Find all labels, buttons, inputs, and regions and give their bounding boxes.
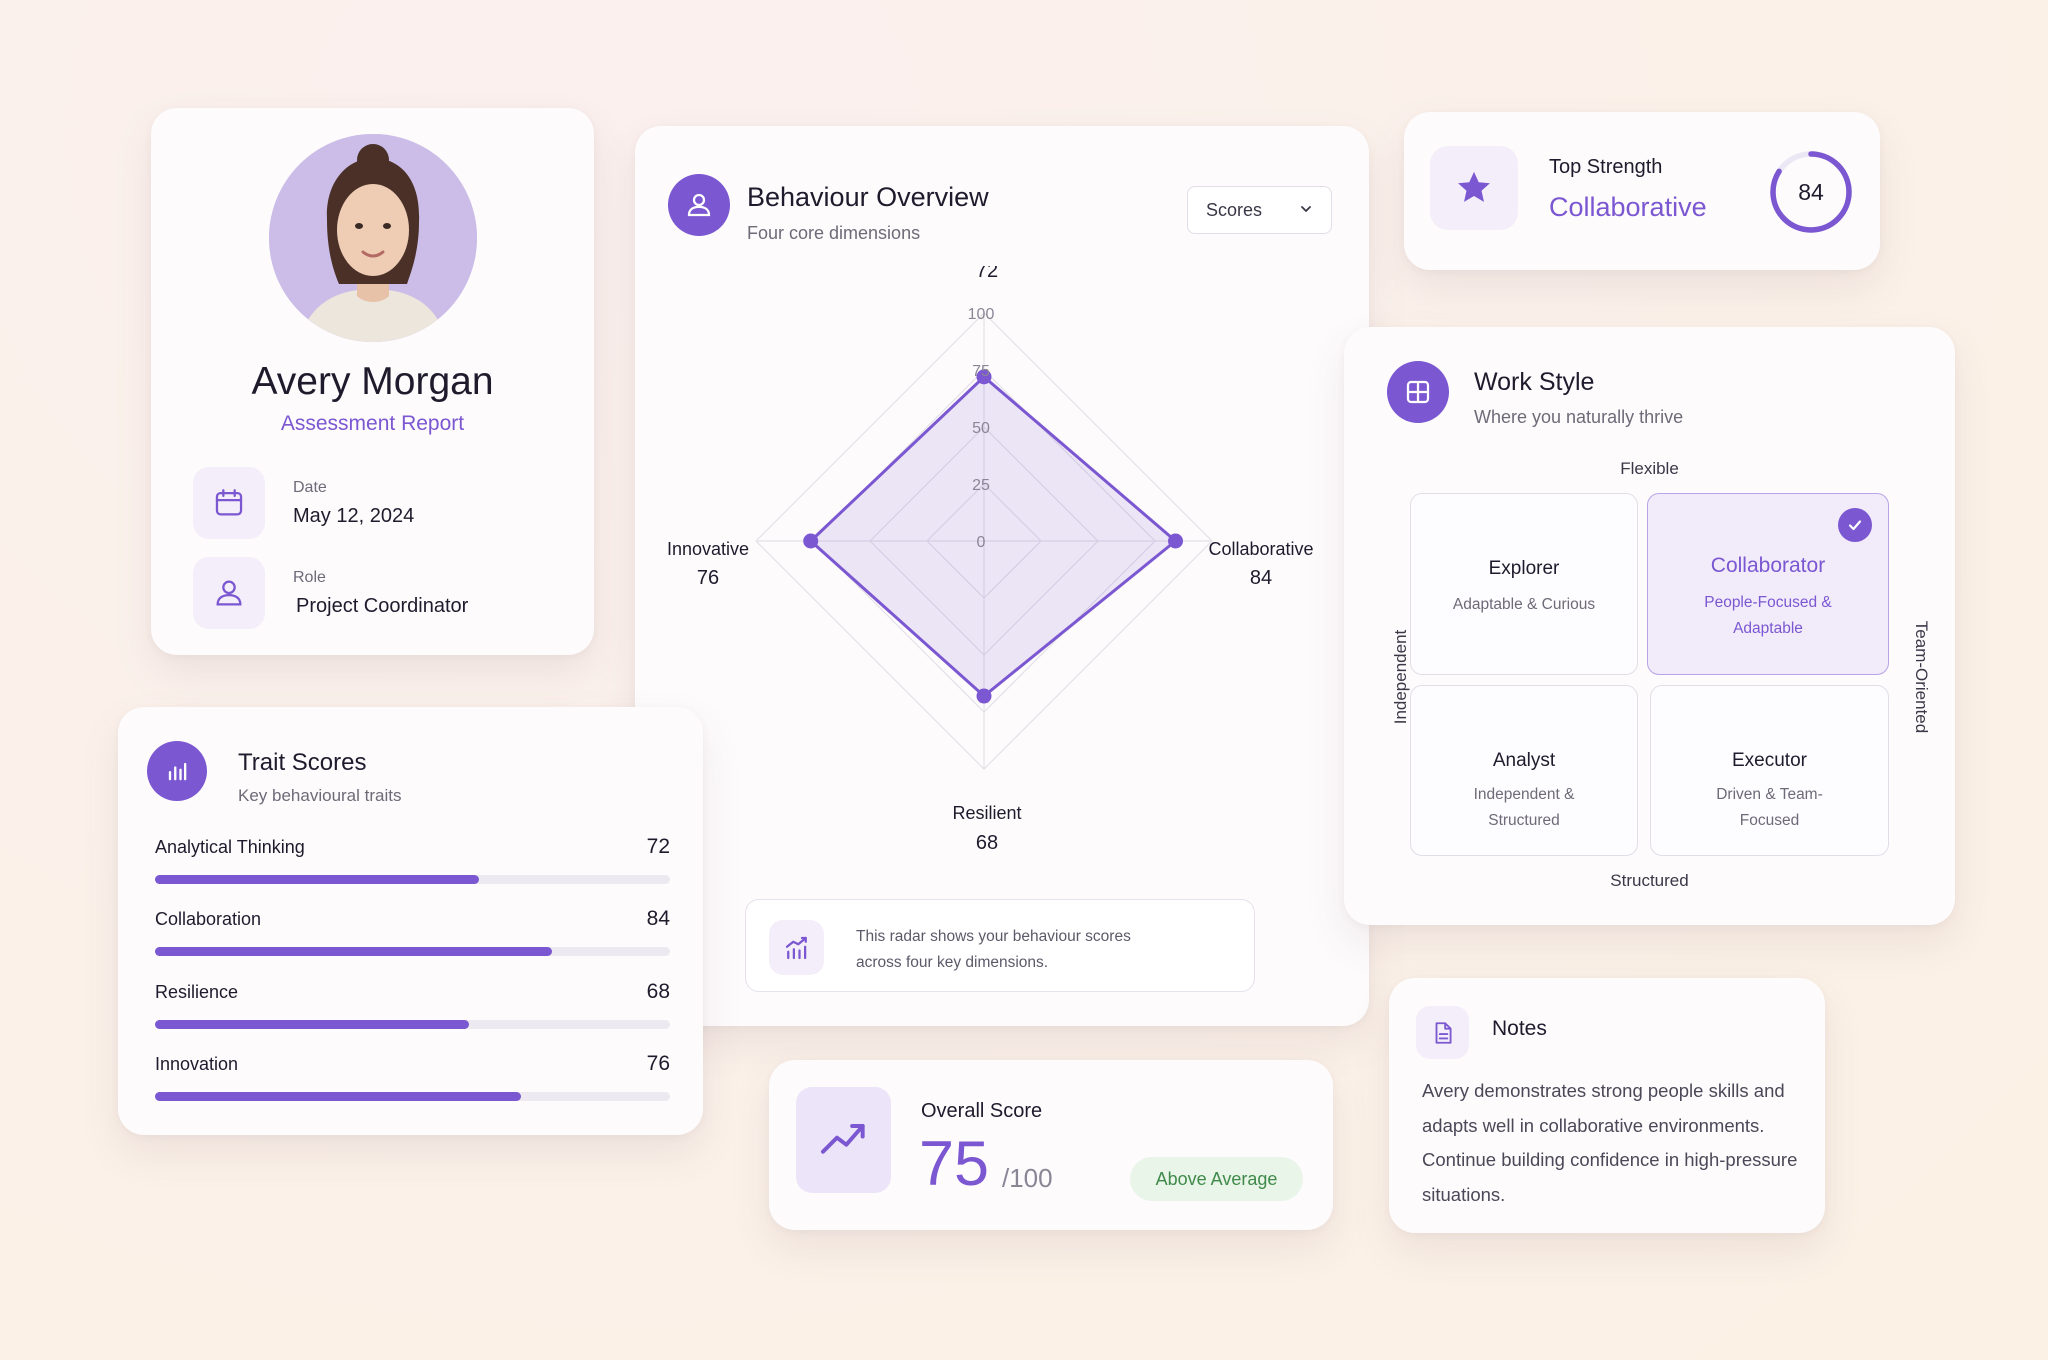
- trait-scores-card: Trait Scores Key behavioural traits Anal…: [118, 707, 703, 1135]
- work-style-title: Work Style: [1474, 368, 1595, 396]
- notes-card: Notes Avery demonstrates strong people s…: [1389, 978, 1825, 1233]
- bar-chart-icon: [147, 741, 207, 801]
- radar-series-area: [809, 375, 1178, 698]
- role-row: Role Project Coordinator: [193, 557, 573, 629]
- trait-track: [155, 875, 670, 884]
- quadrant-desc: Independent & Structured: [1473, 786, 1575, 829]
- axis-independent: Independent: [1391, 629, 1410, 725]
- trait-value: 68: [646, 980, 670, 1003]
- strength-score-arc: [1770, 151, 1852, 233]
- scores-select[interactable]: Scores: [1187, 186, 1332, 234]
- behaviour-subtitle: Four core dimensions: [747, 223, 921, 243]
- date-value: May 12, 2024: [293, 505, 415, 527]
- trait-label: Analytical Thinking: [155, 837, 305, 857]
- date-label: Date: [293, 479, 327, 496]
- behaviour-overview-card: Behaviour Overview Four core dimensions …: [635, 126, 1369, 1026]
- axis-structured: Structured: [1610, 871, 1689, 890]
- profile-card: Avery Morgan Assessment Report Date May …: [151, 108, 594, 655]
- radar-tick-label: 25: [972, 477, 990, 494]
- trait-fill: [155, 947, 552, 956]
- quadrant-analyst[interactable]: Analyst Independent & Structured: [1410, 685, 1638, 856]
- overall-score-value: 75: [919, 1129, 990, 1199]
- strength-score-ring: 84: [1770, 151, 1852, 233]
- chevron-down-icon: [1299, 200, 1313, 221]
- strength-value: Collaborative: [1549, 192, 1707, 222]
- radar-value-label: 72: [976, 266, 998, 282]
- quadrant-title: Analyst: [1492, 750, 1556, 771]
- date-row: Date May 12, 2024: [193, 467, 573, 539]
- trait-label: Collaboration: [155, 909, 262, 929]
- trait-scores-title: Trait Scores: [238, 749, 367, 776]
- trait-fill: [155, 1020, 470, 1029]
- radar-tick-label: 50: [972, 420, 990, 437]
- quadrant-collaborator[interactable]: Collaborator People-Focused & Adaptable: [1647, 493, 1889, 675]
- trait-value: 76: [646, 1052, 670, 1075]
- radar-value-label: 76: [697, 567, 719, 589]
- trait-label: Innovation: [155, 1054, 239, 1074]
- profile-subtitle: Assessment Report: [280, 412, 465, 435]
- trait-track: [155, 947, 670, 956]
- overall-score-card: Overall Score 75 /100 Above Average: [769, 1060, 1333, 1230]
- top-strength-card: Top Strength Collaborative 84: [1404, 112, 1880, 270]
- check-icon: [1838, 508, 1872, 542]
- trait-track: [155, 1092, 670, 1101]
- radar-point: [976, 688, 992, 704]
- radar-point: [803, 533, 819, 549]
- radar-point: [1168, 533, 1184, 549]
- trait-fill: [155, 1092, 521, 1101]
- radar-category-label: Resilient: [952, 803, 1021, 823]
- work-style-card: Work Style Where you naturally thrive Fl…: [1344, 327, 1955, 925]
- axis-flexible: Flexible: [1620, 459, 1679, 478]
- quadrant-title: Executor: [1732, 750, 1807, 771]
- radar-category-label: Innovative: [667, 539, 749, 559]
- notes-body: Avery demonstrates strong people skills …: [1422, 1080, 1798, 1205]
- radar-value-label: 84: [1250, 567, 1272, 589]
- avatar: [269, 134, 477, 342]
- strength-label: Top Strength: [1549, 156, 1663, 178]
- status-badge: Above Average: [1130, 1157, 1303, 1201]
- quadrant-title: Collaborator: [1710, 554, 1826, 577]
- star-icon: [1430, 146, 1518, 230]
- trait-track: [155, 1020, 670, 1029]
- radar-tick-label: 0: [977, 534, 986, 551]
- radar-note-text: This radar shows your behaviour scores a…: [856, 928, 1131, 971]
- radar-tick-label: 100: [968, 306, 995, 323]
- quadrant-executor[interactable]: Executor Driven & Team-Focused: [1650, 685, 1889, 856]
- role-label: Role: [293, 569, 326, 586]
- trait-value: 72: [646, 835, 670, 858]
- trait-fill: [155, 875, 480, 884]
- role-value: Project Coordinator: [296, 595, 469, 617]
- calendar-icon: [193, 467, 265, 539]
- quadrant-explorer[interactable]: Explorer Adaptable & Curious: [1410, 493, 1638, 675]
- trend-up-icon: [796, 1087, 891, 1193]
- work-style-subtitle: Where you naturally thrive: [1474, 407, 1684, 427]
- notes-title: Notes: [1492, 1017, 1547, 1040]
- axis-team-oriented: Team-Oriented: [1912, 620, 1931, 734]
- profile-name: Avery Morgan: [251, 360, 494, 403]
- radar-chart: 0255075100Analytical72Collaborative84Res…: [667, 266, 1314, 854]
- scores-select-value: Scores: [1206, 199, 1263, 220]
- quadrant-title: Explorer: [1488, 558, 1560, 579]
- grid-icon: [1387, 361, 1449, 423]
- radar-tick-label: 75: [972, 363, 990, 380]
- radar-note: This radar shows your behaviour scores a…: [745, 899, 1255, 992]
- document-icon: [1416, 1006, 1469, 1059]
- strength-score: 84: [1798, 179, 1824, 205]
- trait-scores-subtitle: Key behavioural traits: [238, 786, 402, 805]
- overall-score-max: /100: [1002, 1163, 1053, 1193]
- radar-value-label: 68: [976, 832, 998, 854]
- behaviour-title: Behaviour Overview: [747, 182, 989, 212]
- user-icon: [193, 557, 265, 629]
- quadrant-desc: Driven & Team-Focused: [1716, 786, 1823, 829]
- quadrant-desc: Adaptable & Curious: [1452, 596, 1596, 613]
- user-icon: [668, 174, 730, 236]
- quadrant-desc: People-Focused & Adaptable: [1704, 594, 1832, 637]
- radar-category-label: Collaborative: [1208, 539, 1313, 559]
- overall-score-label: Overall Score: [921, 1100, 1043, 1122]
- trait-label: Resilience: [155, 982, 239, 1002]
- trait-value: 84: [646, 907, 670, 930]
- radar-point: [976, 369, 992, 385]
- trend-chart-icon: [769, 920, 824, 975]
